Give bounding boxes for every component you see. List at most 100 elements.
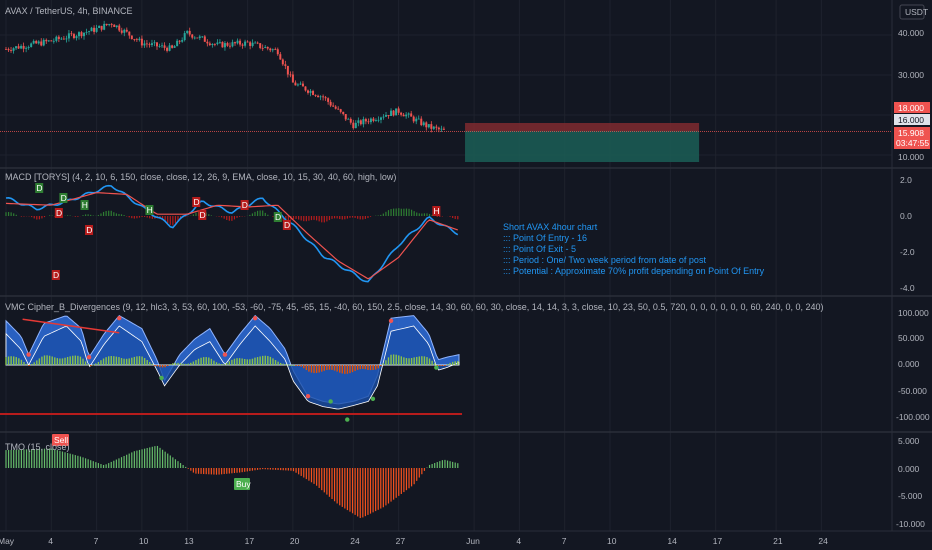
candle-body [349,118,352,123]
tmo-bar [15,449,17,468]
candle-body [228,45,231,47]
candle-body [241,44,244,46]
take-profit-zone[interactable] [465,131,700,162]
tmo-bar [357,468,359,517]
macd-histogram-bar [408,208,410,216]
candle-body [362,119,365,125]
price-axis[interactable]: 40.000 30.000 20.000 10.000 18.000 16.00… [894,28,930,162]
macd-histogram-bar [31,216,33,218]
macd-tick: -4.0 [900,283,915,293]
money-flow-bar [69,356,71,365]
money-flow-bar [228,361,231,365]
tmo-bar [72,454,74,468]
tmo-bar [277,468,279,470]
time-tick: 10 [607,536,617,546]
time-tick: 14 [667,536,677,546]
macd-histogram-bar [195,212,197,216]
money-flow-bar [410,358,413,365]
money-flow-bar [113,356,115,365]
macd-histogram-bar [439,216,441,217]
time-axis[interactable]: May 4 7 10 13 17 20 24 27 Jun 4 7 10 14 17 21 24 [0,536,828,546]
macd-histogram-bar [141,216,143,218]
tmo-bar [56,450,58,468]
money-flow-bar [272,358,274,365]
tmo-bar [77,455,79,468]
macd-histogram-bar [316,216,318,221]
cipher-b-pane[interactable] [0,314,463,422]
tmo-bar [452,461,454,468]
candle-body [75,36,78,39]
money-flow-bar [374,365,377,370]
tmo-bar [192,468,194,473]
tmo-bar [123,455,125,468]
cipher-signal-dots [26,316,439,422]
money-flow-bar [300,365,302,367]
candle-body [402,114,405,117]
macd-marker: D [198,210,207,220]
candle-body [120,30,123,33]
macd-histogram-bar [398,208,400,216]
tmo-bar [118,458,120,468]
currency-button[interactable]: USDT [899,4,928,20]
trade-note[interactable]: Short AVAX 4hour chart ::: Point Of Entr… [503,222,765,276]
tmo-pane[interactable]: Sell Buy [5,434,459,519]
macd-marker-label: D [275,212,281,222]
tmo-bar [262,468,264,470]
buy-signal-tag[interactable]: Buy [234,478,251,490]
macd-histogram-bar [90,214,92,216]
macd-marker-box [35,183,44,193]
candle-body [269,48,272,51]
macd-tick: 0.0 [900,211,912,221]
tmo-bar [159,447,161,468]
tmo-bar [272,468,274,470]
cipher-dot [370,396,376,401]
macd-histogram-bar [318,216,320,222]
money-flow-bar [7,356,10,365]
tmo-bar [439,461,441,468]
candle-body [234,42,237,44]
note-line-5: ::: Potential : Approximate 70% profit d… [503,266,765,276]
money-flow-bar [174,362,177,365]
svg-text:18.000: 18.000 [898,103,924,113]
macd-histogram-bar [452,216,454,218]
money-flow-bar [403,357,405,365]
cipher-tick: -100.000 [896,412,930,422]
money-flow-bar [138,356,141,365]
tmo-bar [105,464,107,468]
money-flow-bar [38,358,41,365]
candle-body [143,43,146,46]
candle-body [55,36,58,41]
price-pane[interactable] [0,20,892,162]
money-flow-bar [251,358,254,365]
macd-marker: H [80,200,89,210]
sell-signal-tag[interactable]: Sell [52,434,69,446]
candle-body [430,124,433,129]
macd-histogram-bar [123,215,125,216]
candle-body [128,31,131,36]
candle-body [286,65,289,75]
stop-loss-zone[interactable] [465,123,700,131]
tmo-bar [362,468,364,518]
macd-axis[interactable]: 2.0 0.0 -2.0 -4.0 [900,175,915,293]
candle-body [32,41,35,44]
svg-text:Buy: Buy [236,479,251,489]
macd-histogram-bar [138,216,141,218]
cipher-axis[interactable]: 100.000 50.000 0.000 -50.000 -100.000 [896,308,930,422]
candle-body [334,106,337,109]
candle-body [35,41,38,44]
tmo-bar [259,468,261,470]
tmo-bar [177,461,179,468]
tmo-bar [341,468,343,507]
candlestick-series[interactable] [5,20,445,133]
cipher-tick: 0.000 [898,359,920,369]
cipher-tick: -50.000 [898,386,927,396]
money-flow-bar [5,357,7,365]
money-flow-bar [79,356,82,365]
tmo-bar [308,468,310,481]
money-flow-bar [333,365,336,371]
macd-marker: H [145,205,154,215]
tmo-axis[interactable]: 5.000 0.000 -5.000 -10.000 [896,436,925,529]
candle-body [216,42,219,45]
